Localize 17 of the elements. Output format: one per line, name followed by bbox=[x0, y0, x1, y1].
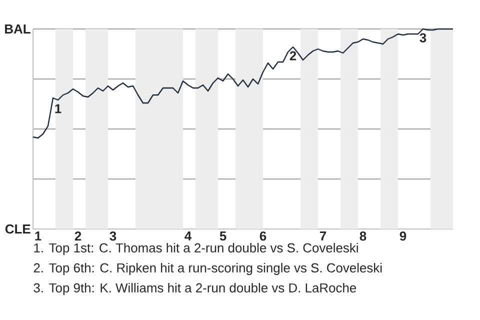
annotation: 2 bbox=[290, 51, 296, 60]
annotation: 1 bbox=[55, 104, 62, 114]
x-tick-label: 4 bbox=[184, 232, 192, 240]
x-tick-label: 1 bbox=[35, 232, 42, 240]
x-tick-label: 8 bbox=[360, 232, 366, 241]
x-tick-label: 7 bbox=[320, 232, 326, 240]
x-tick-label: 3 bbox=[110, 232, 116, 241]
text: 1. Top 1st: C. Thomas hit a 2-run double vs S. Coveleski bbox=[34, 242, 358, 256]
x-tick-label: 5 bbox=[220, 232, 226, 241]
text: 3. Top 9th: K. Williams hit a 2-run double vs D. LaRoche bbox=[34, 282, 356, 296]
x-tick-label: 2 bbox=[74, 232, 82, 241]
annotation: 3 bbox=[420, 33, 426, 42]
text: CLE bbox=[5, 224, 30, 234]
text: BAL bbox=[5, 24, 30, 34]
x-tick-label: 6 bbox=[260, 232, 266, 241]
x-tick-label: 9 bbox=[400, 232, 406, 241]
text: 2. Top 6th: C. Ripken hit a run-scoring single vs S. Coveleski bbox=[34, 262, 382, 276]
